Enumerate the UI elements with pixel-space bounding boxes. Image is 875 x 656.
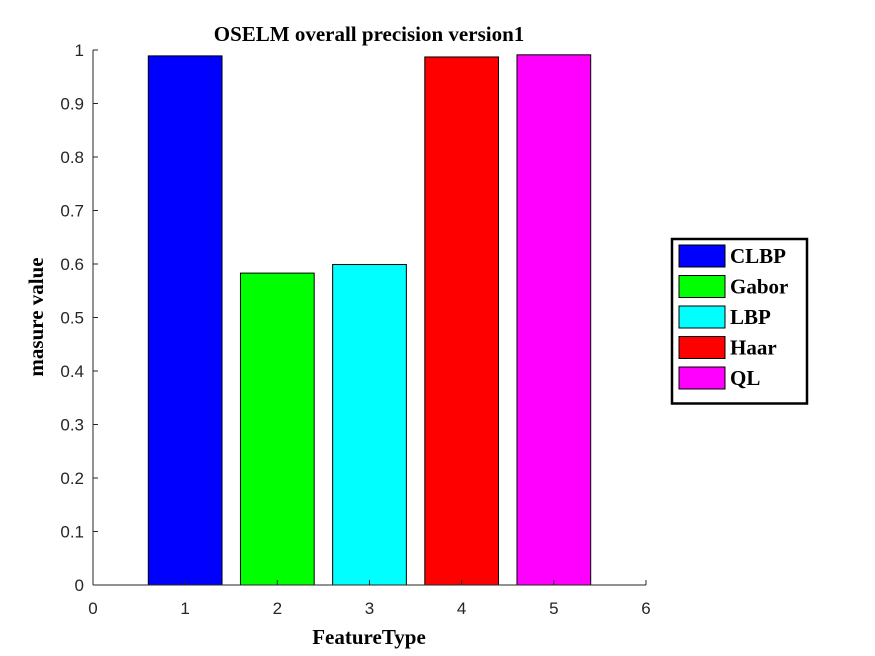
chart-title: OSELM overall precision version1	[214, 22, 525, 46]
legend: CLBP Gabor LBP Haar QL	[670, 237, 809, 405]
axes-group: 0 1 2 3 4 5 6 0 0.1 0.2 0.3 0.4 0.5 0.6 0.7 0.8 0.9 1	[60, 41, 650, 618]
x-tick-label: 6	[641, 599, 650, 618]
legend-swatch-ql	[678, 366, 726, 390]
legend-swatch-lbp	[678, 305, 726, 329]
x-tick-label: 5	[549, 599, 558, 618]
x-axis-label: FeatureType	[312, 625, 426, 649]
legend-label-ql: QL	[730, 366, 760, 390]
x-tick-label: 0	[88, 599, 97, 618]
bar-clbp	[147, 55, 223, 586]
y-tick-label: 0.8	[60, 148, 84, 167]
y-tick-label: 0	[75, 576, 84, 595]
y-tick-label: 0.7	[60, 202, 84, 221]
x-tick-label: 4	[457, 599, 466, 618]
bar-haar	[424, 56, 500, 586]
y-tick-label: 0.3	[60, 416, 84, 435]
legend-label-lbp: LBP	[730, 305, 771, 329]
legend-label-gabor: Gabor	[730, 275, 788, 299]
y-tick-label: 0.1	[60, 523, 84, 542]
y-tick-label: 1	[75, 41, 84, 60]
bar-gabor	[239, 272, 315, 586]
bar-lbp	[332, 264, 407, 586]
y-tick-label: 0.4	[60, 362, 84, 381]
legend-swatch-clbp	[678, 244, 726, 268]
y-axis-label: masure value	[24, 257, 48, 376]
y-tick-label: 0.6	[60, 255, 84, 274]
legend-swatch-gabor	[678, 275, 726, 298]
legend-swatch-haar	[678, 336, 726, 359]
bar-ql	[516, 54, 592, 586]
x-tick-label: 2	[273, 599, 282, 618]
legend-label-haar: Haar	[730, 336, 777, 360]
x-tick-label: 3	[365, 599, 374, 618]
bars-group	[147, 54, 592, 586]
legend-label-clbp: CLBP	[730, 244, 786, 268]
x-tick-label: 1	[180, 599, 189, 618]
y-tick-label: 0.9	[60, 95, 84, 114]
y-tick-label: 0.2	[60, 469, 84, 488]
y-tick-label: 0.5	[60, 309, 84, 328]
